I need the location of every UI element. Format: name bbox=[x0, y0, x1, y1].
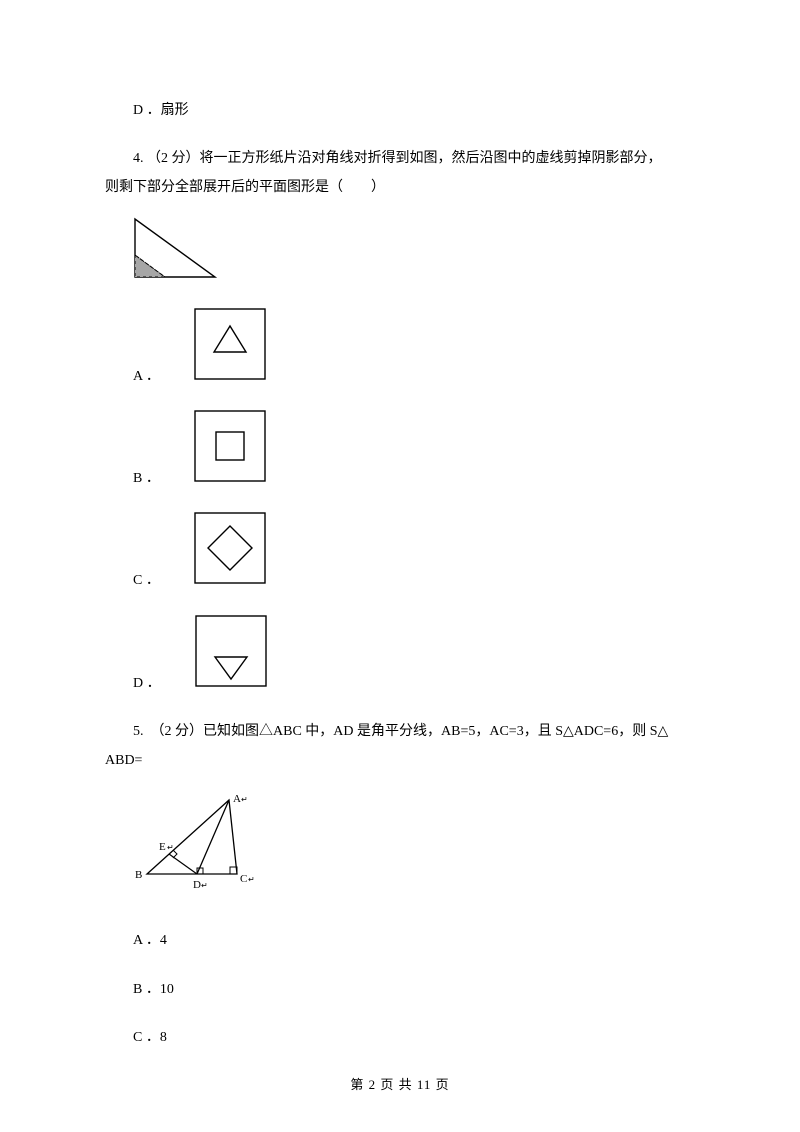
q4-option-b-figure bbox=[166, 410, 266, 490]
footer-mid: 页 共 bbox=[376, 1077, 417, 1092]
q5-stem1-text: 5. （2 分）已知如图△ABC 中，AD 是角平分线，AB=5，AC=3，且 … bbox=[133, 724, 668, 739]
q4-option-d-label: D ． bbox=[105, 673, 161, 695]
q4-stem-line1: 4. （2 分）将一正方形纸片沿对角线对折得到如图，然后沿图中的虚线剪掉阴影部分… bbox=[105, 148, 695, 170]
q5-stem-line1: 5. （2 分）已知如图△ABC 中，AD 是角平分线，AB=5，AC=3，且 … bbox=[105, 721, 695, 743]
q5-option-a: A ．4 bbox=[105, 930, 695, 952]
q5-option-b-text: B ．10 bbox=[133, 982, 174, 997]
folded-triangle-figure bbox=[133, 217, 219, 279]
footer-total: 11 bbox=[417, 1077, 432, 1092]
triangle-abc-figure: A B C D E ↵ ↵ ↵ ↵ bbox=[133, 792, 259, 894]
q4-stem1-text: 4. （2 分）将一正方形纸片沿对角线对折得到如图，然后沿图中的虚线剪掉阴影部分… bbox=[133, 151, 662, 166]
q5-stem-line2: ABD= bbox=[105, 750, 695, 772]
q4-option-c: C ． bbox=[105, 512, 695, 592]
q4-option-c-label: C ． bbox=[105, 570, 160, 592]
q5-marker-a: ↵ bbox=[241, 795, 248, 804]
q3-option-d: D ．扇形 bbox=[105, 100, 695, 122]
q5-label-C: C bbox=[240, 873, 247, 885]
q5-label-B: B bbox=[135, 869, 142, 881]
q3-option-d-text: D ．扇形 bbox=[133, 103, 189, 118]
q4-main-figure bbox=[133, 217, 695, 287]
q5-label-D: D bbox=[193, 879, 201, 891]
footer-prefix: 第 bbox=[350, 1077, 368, 1092]
q4-option-c-figure bbox=[166, 512, 266, 592]
footer-suffix: 页 bbox=[431, 1077, 449, 1092]
q5-figure: A B C D E ↵ ↵ ↵ ↵ bbox=[133, 792, 695, 902]
q5-label-E: E bbox=[159, 841, 166, 853]
q4-option-a-label: A ． bbox=[105, 366, 160, 388]
q5-stem2-text: ABD= bbox=[105, 753, 142, 768]
page-footer: 第 2 页 共 11 页 bbox=[0, 1075, 800, 1096]
q5-option-b: B ．10 bbox=[105, 979, 695, 1001]
q4-option-b-label: B ． bbox=[105, 468, 160, 490]
q5-option-c-text: C ．8 bbox=[133, 1030, 167, 1045]
q4-option-d: D ． bbox=[105, 615, 695, 695]
q5-option-a-text: A ．4 bbox=[133, 933, 167, 948]
q4-option-a-figure bbox=[166, 308, 266, 388]
q4-option-b: B ． bbox=[105, 410, 695, 490]
q5-label-A: A bbox=[233, 793, 241, 805]
q4-option-a: A ． bbox=[105, 308, 695, 388]
q5-marker-d: ↵ bbox=[201, 881, 208, 890]
q4-option-d-figure bbox=[167, 615, 267, 695]
q4-stem-line2: 则剩下部分全部展开后的平面图形是（ ） bbox=[105, 177, 695, 199]
q5-marker-c: ↵ bbox=[248, 875, 255, 884]
q4-stem2-text: 则剩下部分全部展开后的平面图形是（ ） bbox=[105, 180, 385, 195]
q5-option-c: C ．8 bbox=[105, 1027, 695, 1049]
q5-marker-e: ↵ bbox=[167, 843, 174, 852]
footer-current: 2 bbox=[369, 1077, 377, 1092]
